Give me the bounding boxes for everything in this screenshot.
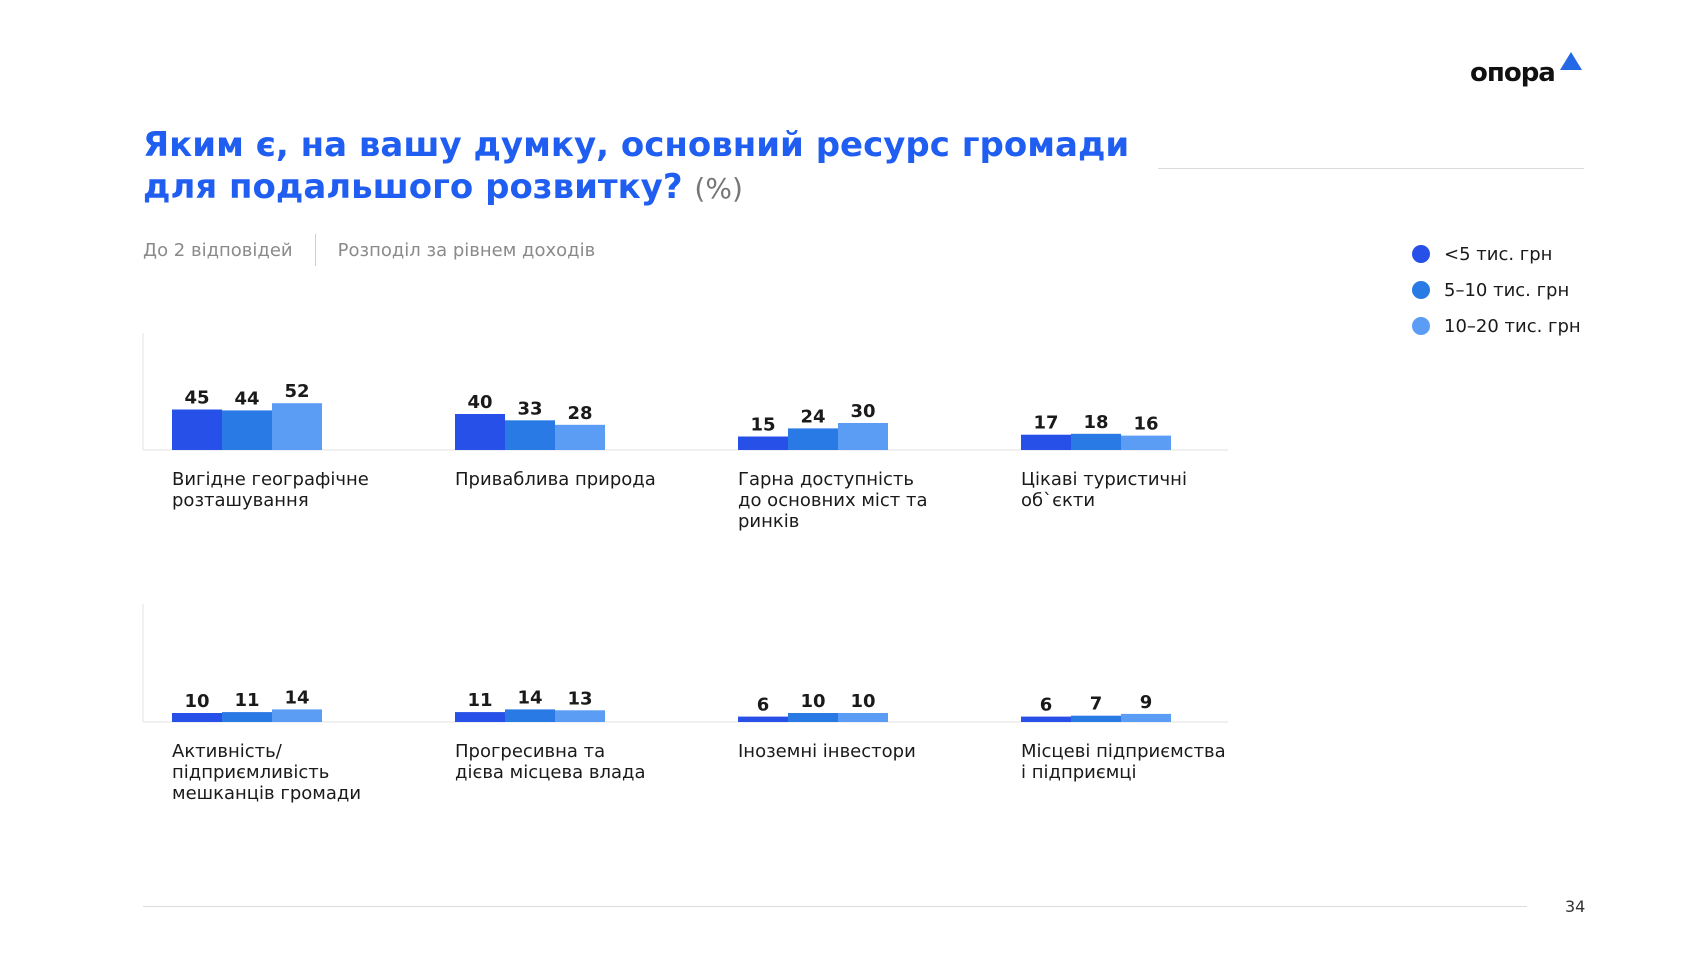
bar xyxy=(455,712,505,722)
category-label: Гарна доступність xyxy=(738,469,914,490)
opora-logo: опора xyxy=(1470,52,1590,98)
category-label: ринків xyxy=(738,511,799,532)
bar xyxy=(555,424,605,450)
data-label: 45 xyxy=(184,388,209,409)
bar xyxy=(838,423,888,450)
data-label: 11 xyxy=(234,690,259,711)
bar xyxy=(1071,715,1121,722)
category-label: Прогресивна та xyxy=(455,741,605,762)
bar xyxy=(272,403,322,450)
title-text: Яким є, на вашу думку, основний ресурс г… xyxy=(143,125,1130,207)
category-label: дієва місцева влада xyxy=(455,762,645,783)
data-label: 6 xyxy=(757,695,770,716)
bar xyxy=(172,713,222,722)
category-label: Активність/ xyxy=(172,741,283,762)
bar xyxy=(505,420,555,450)
category-label: Іноземні інвестори xyxy=(738,741,916,762)
bar xyxy=(222,410,272,450)
title-unit: (%) xyxy=(694,172,743,205)
legend-label-mid: 5–10 тис. грн xyxy=(1444,279,1570,301)
bar xyxy=(838,713,888,722)
bar xyxy=(1021,434,1071,450)
bar xyxy=(505,709,555,722)
data-label: 18 xyxy=(1083,412,1108,433)
subtitle-row: До 2 відповідей Розподіл за рівнем доход… xyxy=(143,234,595,266)
data-label: 10 xyxy=(184,691,209,712)
category-label: Вигідне географічне xyxy=(172,469,369,490)
bar xyxy=(555,710,605,722)
data-label: 28 xyxy=(567,403,592,424)
data-label: 11 xyxy=(467,690,492,711)
title-divider xyxy=(1158,168,1584,169)
subtitle-separator xyxy=(314,234,316,266)
category-label: Місцеві підприємства xyxy=(1021,741,1226,762)
legend-item-low: <5 тис. грн xyxy=(1412,236,1581,272)
legend-item-high: 10–20 тис. грн xyxy=(1412,308,1581,344)
data-label: 9 xyxy=(1140,692,1153,713)
bar xyxy=(1021,716,1071,722)
answers-note: До 2 відповідей xyxy=(143,239,293,261)
category-label: підприємливість xyxy=(172,762,329,783)
legend-item-mid: 5–10 тис. грн xyxy=(1412,272,1581,308)
data-label: 7 xyxy=(1090,694,1103,715)
bar xyxy=(455,414,505,450)
category-label: розташування xyxy=(172,490,309,511)
legend-label-high: 10–20 тис. грн xyxy=(1444,315,1581,337)
data-label: 44 xyxy=(234,388,259,409)
data-label: 17 xyxy=(1033,413,1058,434)
data-label: 10 xyxy=(850,691,875,712)
data-label: 13 xyxy=(567,688,592,709)
bar xyxy=(738,436,788,450)
bar xyxy=(1121,713,1171,722)
legend-dot-mid xyxy=(1412,281,1430,299)
bar xyxy=(1121,435,1171,450)
data-label: 52 xyxy=(284,381,309,402)
bar xyxy=(1071,433,1121,450)
logo-text: опора xyxy=(1470,58,1556,88)
data-label: 10 xyxy=(800,691,825,712)
category-label: об`єкти xyxy=(1021,490,1095,511)
legend-dot-high xyxy=(1412,317,1430,335)
data-label: 40 xyxy=(467,392,492,413)
data-label: 14 xyxy=(517,687,542,708)
page-number: 34 xyxy=(1565,897,1586,916)
bar xyxy=(172,409,222,450)
bar xyxy=(222,712,272,722)
data-label: 24 xyxy=(800,406,825,427)
data-label: 30 xyxy=(850,401,875,422)
category-label: мешканців громади xyxy=(172,783,361,804)
bar xyxy=(272,709,322,722)
data-label: 33 xyxy=(517,398,542,419)
bar xyxy=(738,716,788,722)
data-label: 15 xyxy=(750,415,775,436)
legend-dot-low xyxy=(1412,245,1430,263)
data-label: 6 xyxy=(1040,695,1053,716)
category-label: і підприємці xyxy=(1021,762,1137,783)
category-label: до основних міст та xyxy=(738,490,928,511)
category-label: Цікаві туристичні xyxy=(1021,469,1187,490)
chart-legend: <5 тис. грн 5–10 тис. грн 10–20 тис. грн xyxy=(1412,236,1581,344)
page-title: Яким є, на вашу думку, основний ресурс г… xyxy=(143,124,1143,210)
breakdown-note: Розподіл за рівнем доходів xyxy=(337,239,596,261)
bar xyxy=(788,713,838,722)
data-label: 16 xyxy=(1133,414,1158,435)
category-label: Приваблива природа xyxy=(455,469,656,490)
legend-label-low: <5 тис. грн xyxy=(1444,243,1553,265)
bar xyxy=(788,428,838,450)
data-label: 14 xyxy=(284,687,309,708)
footer-divider xyxy=(143,906,1527,907)
triangle-icon xyxy=(1560,52,1582,70)
